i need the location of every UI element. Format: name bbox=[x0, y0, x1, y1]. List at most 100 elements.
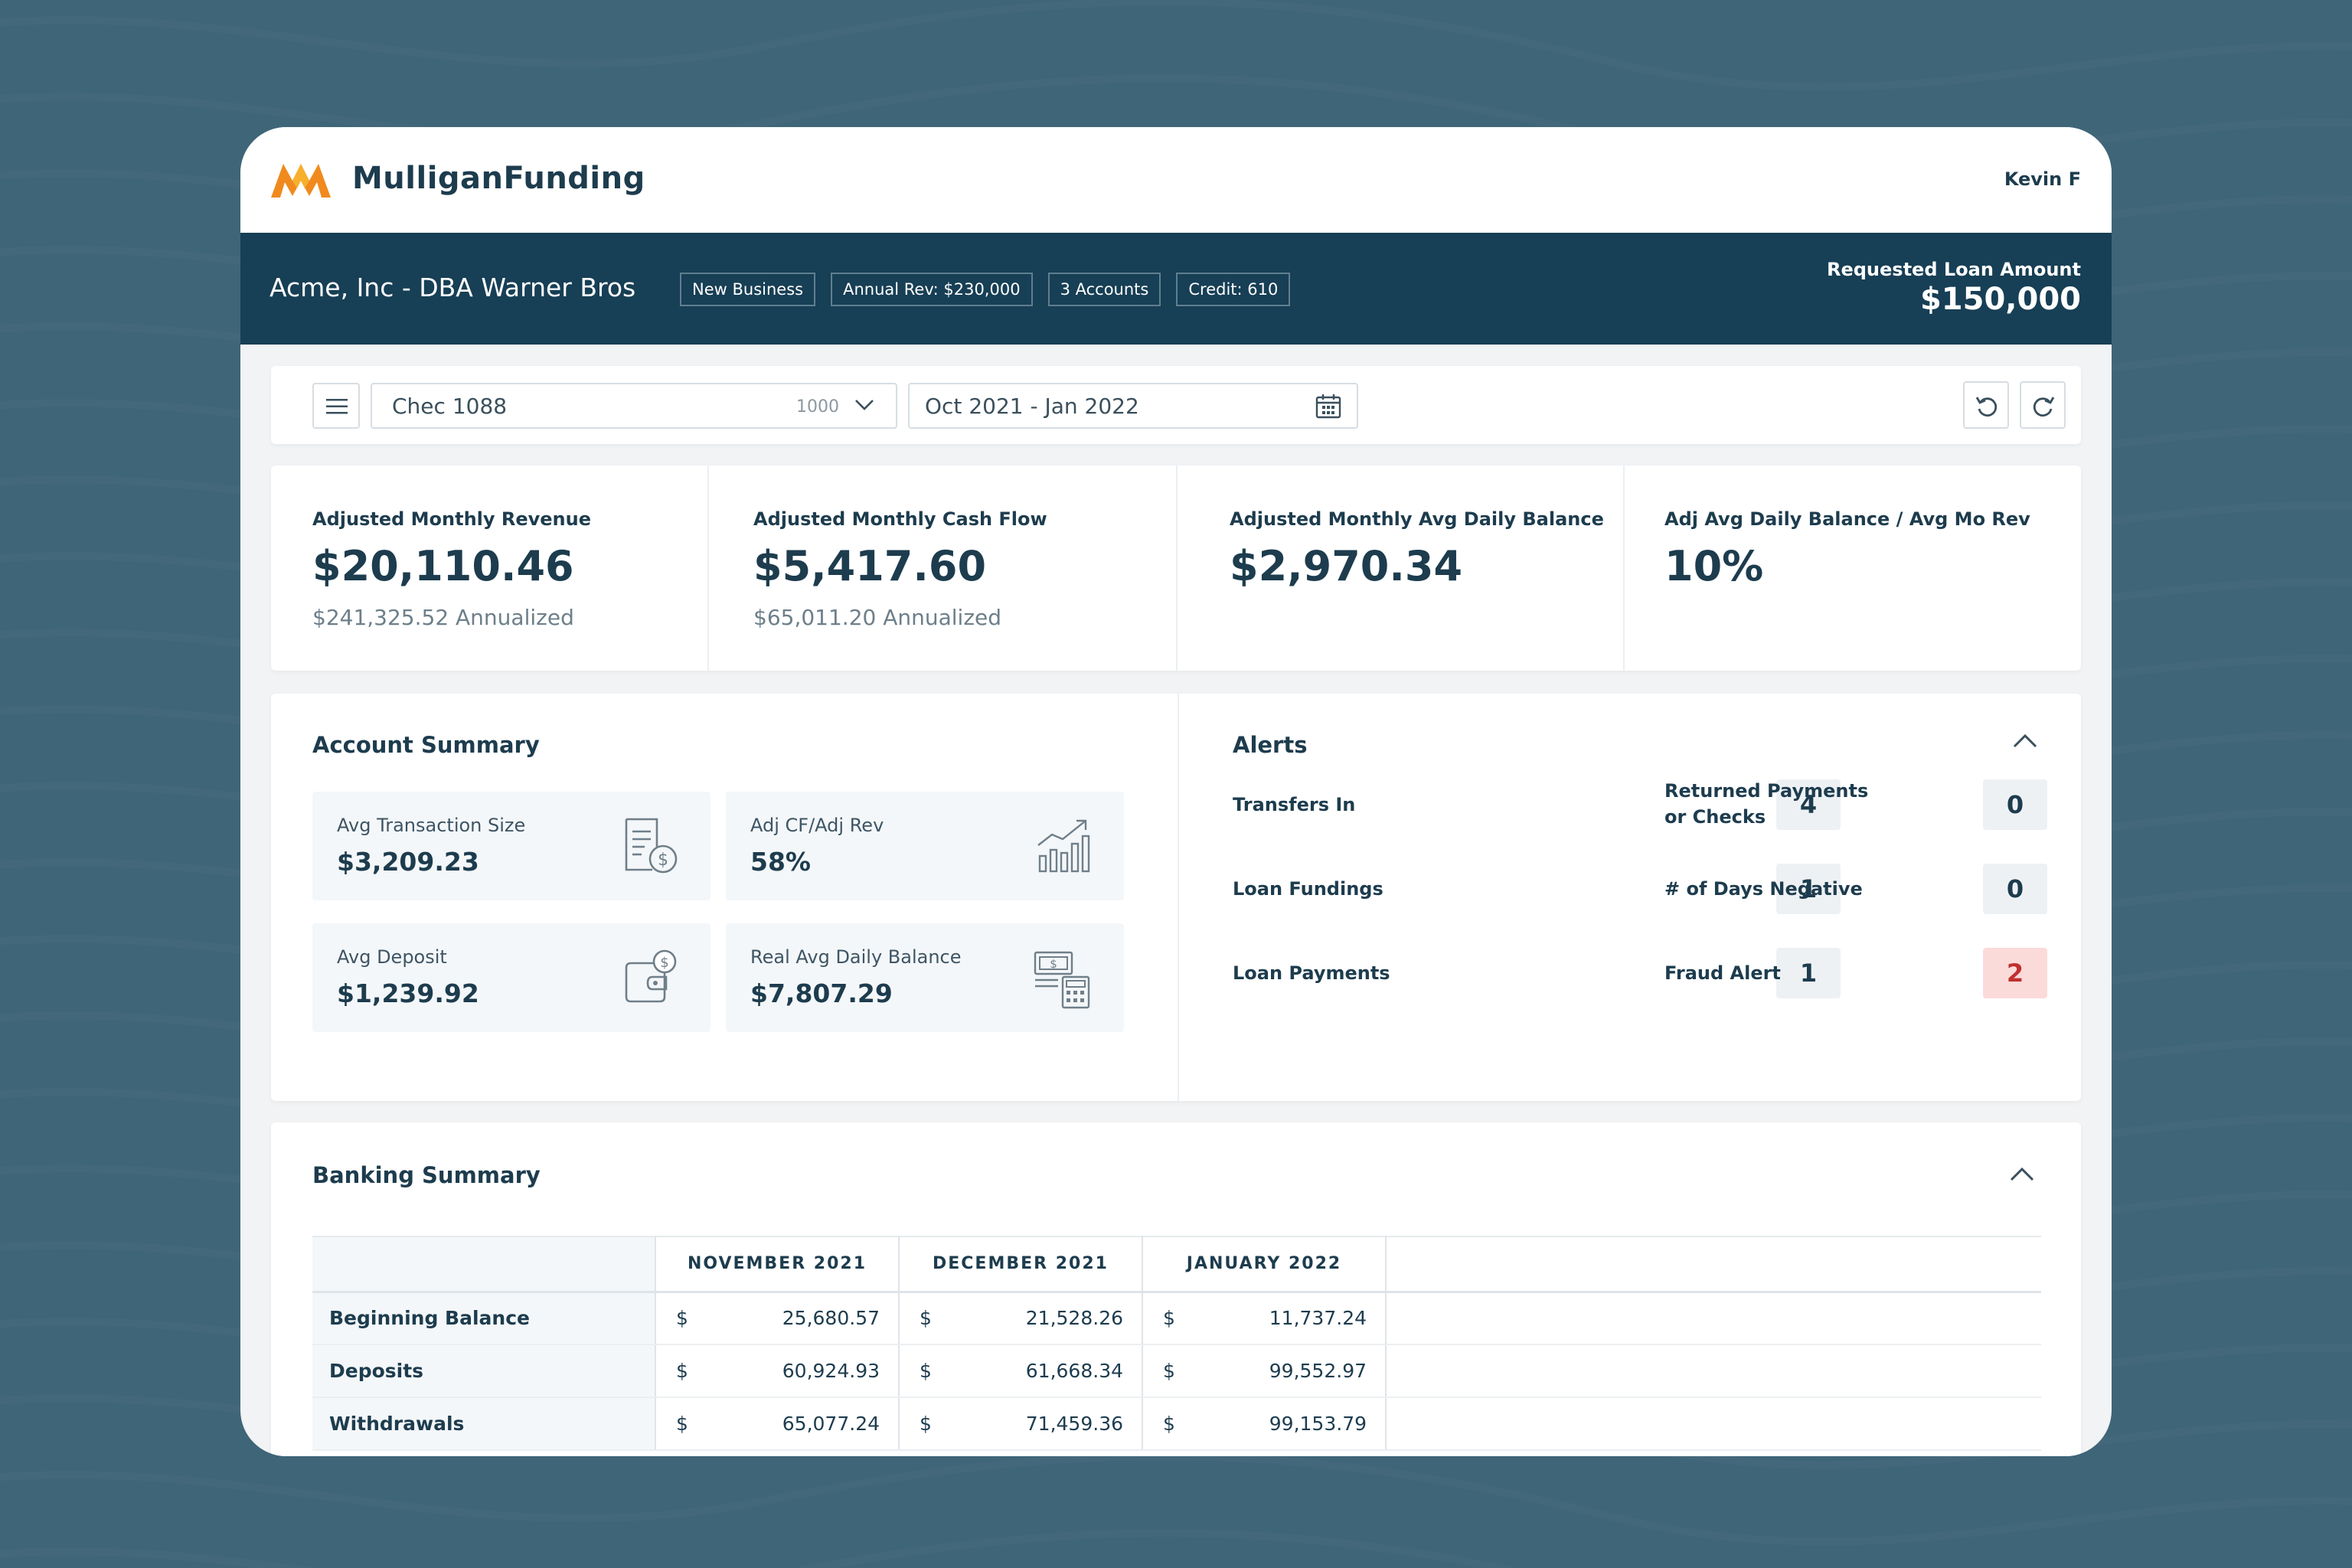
alert-transfers-in-count[interactable]: 4 bbox=[1776, 779, 1841, 830]
alert-returned-payments-count[interactable]: 0 bbox=[1983, 779, 2047, 830]
table-cell: $25,680.57 bbox=[655, 1292, 900, 1345]
amount: 65,077.24 bbox=[782, 1413, 880, 1435]
stat-adj-cf-adj-rev: Adj CF/Adj Rev 58% bbox=[726, 792, 1124, 900]
table-cell: $99,552.97 bbox=[1142, 1344, 1387, 1398]
column-header-spacer bbox=[1386, 1236, 2041, 1293]
summary-divider bbox=[1178, 694, 1179, 1101]
tag-annual-revenue: Annual Rev: $230,000 bbox=[831, 273, 1033, 306]
tag-accounts: 3 Accounts bbox=[1047, 273, 1161, 306]
column-header[interactable]: DECEMBER 2021 bbox=[899, 1236, 1143, 1293]
app-window: MulliganFunding Kevin F Acme, Inc - DBA … bbox=[240, 127, 2112, 1456]
stat-value: $3,209.23 bbox=[337, 847, 479, 877]
currency-symbol: $ bbox=[676, 1360, 688, 1382]
currency-symbol: $ bbox=[1163, 1413, 1175, 1435]
row-label: Beginning Balance bbox=[312, 1292, 656, 1345]
account-select-value: Chec 1088 bbox=[392, 394, 508, 419]
table-cell: $99,153.79 bbox=[1142, 1397, 1387, 1451]
kpi-value: $20,110.46 bbox=[312, 542, 574, 590]
undo-button[interactable] bbox=[1963, 381, 2009, 429]
currency-symbol: $ bbox=[1163, 1307, 1175, 1330]
banking-summary-card: Banking Summary NOVEMBER 2021 DECEMBER 2… bbox=[271, 1122, 2081, 1456]
filter-toolbar: Chec 1088 1000 Oct 2021 - Jan 2022 bbox=[271, 366, 2081, 444]
banking-summary-table: NOVEMBER 2021 DECEMBER 2021 JANUARY 2022… bbox=[312, 1236, 2041, 1451]
redo-icon bbox=[2033, 397, 2055, 416]
table-row: Beginning Balance $25,680.57 $21,528.26 … bbox=[312, 1292, 2041, 1345]
amount: 71,459.36 bbox=[1025, 1413, 1123, 1435]
stat-avg-transaction-size: Avg Transaction Size $3,209.23 $ bbox=[312, 792, 710, 900]
mulligan-logo-icon[interactable] bbox=[270, 159, 332, 199]
amount: 60,924.93 bbox=[782, 1360, 880, 1382]
currency-symbol: $ bbox=[920, 1307, 932, 1330]
cash-calculator-icon: $ bbox=[1034, 951, 1090, 1009]
currency-symbol: $ bbox=[676, 1307, 688, 1330]
alert-loan-payments-count[interactable]: 1 bbox=[1776, 948, 1841, 998]
alert-returned-payments-label: Returned Payments bbox=[1664, 780, 1869, 802]
alert-fraud-count[interactable]: 2 bbox=[1983, 948, 2047, 998]
table-cell-spacer bbox=[1386, 1344, 2041, 1398]
row-label: Deposits bbox=[312, 1344, 656, 1398]
kpi-divider bbox=[1623, 466, 1625, 671]
alert-fraud-label: Fraud Alert bbox=[1664, 962, 1781, 984]
stat-label: Avg Transaction Size bbox=[337, 815, 526, 836]
amount: 11,737.24 bbox=[1269, 1307, 1367, 1330]
user-menu[interactable]: Kevin F bbox=[2004, 168, 2081, 190]
table-cell: $11,737.24 bbox=[1142, 1292, 1387, 1345]
banking-summary-title: Banking Summary bbox=[312, 1162, 541, 1188]
amount: 25,680.57 bbox=[782, 1307, 880, 1330]
tag-business-type: New Business bbox=[680, 273, 816, 306]
alert-transfers-in-label: Transfers In bbox=[1233, 794, 1356, 815]
currency-symbol: $ bbox=[676, 1413, 688, 1435]
business-name: Acme, Inc - DBA Warner Bros bbox=[270, 273, 636, 302]
account-select[interactable]: Chec 1088 1000 bbox=[371, 383, 897, 429]
kpi-sub: $241,325.52 Annualized bbox=[312, 605, 574, 630]
menu-button[interactable] bbox=[312, 383, 360, 429]
business-tags: New Business Annual Rev: $230,000 3 Acco… bbox=[680, 273, 1291, 306]
hamburger-icon bbox=[326, 399, 348, 414]
table-cell-spacer bbox=[1386, 1397, 2041, 1451]
account-summary-title: Account Summary bbox=[312, 732, 540, 758]
table-cell: $65,077.24 bbox=[655, 1397, 900, 1451]
stat-label: Avg Deposit bbox=[337, 946, 447, 968]
table-cell: $21,528.26 bbox=[899, 1292, 1143, 1345]
stat-avg-deposit: Avg Deposit $1,239.92 $ bbox=[312, 923, 710, 1032]
account-select-sub: 1000 bbox=[796, 397, 839, 416]
svg-text:$: $ bbox=[658, 851, 668, 870]
undo-icon bbox=[1975, 397, 1998, 416]
row-label: Withdrawals bbox=[312, 1397, 656, 1451]
chevron-up-icon[interactable] bbox=[2009, 1165, 2035, 1182]
redo-button[interactable] bbox=[2020, 381, 2066, 429]
alert-days-negative-label: # of Days Negative bbox=[1664, 878, 1863, 900]
top-bar: MulliganFunding Kevin F bbox=[240, 127, 2112, 233]
alert-loan-fundings-count[interactable]: 1 bbox=[1776, 864, 1841, 914]
amount: 61,668.34 bbox=[1025, 1360, 1123, 1382]
column-header[interactable]: JANUARY 2022 bbox=[1142, 1236, 1387, 1293]
chevron-up-icon[interactable] bbox=[2012, 732, 2038, 749]
table-header-row: NOVEMBER 2021 DECEMBER 2021 JANUARY 2022 bbox=[312, 1236, 2041, 1293]
summary-card: Account Summary Avg Transaction Size $3,… bbox=[271, 694, 2081, 1101]
loan-amount-value: $150,000 bbox=[1919, 282, 2081, 317]
kpi-divider bbox=[1176, 466, 1178, 671]
stat-value: $1,239.92 bbox=[337, 978, 479, 1008]
amount: 99,153.79 bbox=[1269, 1413, 1367, 1435]
alert-days-negative-count[interactable]: 0 bbox=[1983, 864, 2047, 914]
alert-returned-payments-label-line2: or Checks bbox=[1664, 806, 1766, 828]
kpi-strip: Adjusted Monthly Revenue $20,110.46 $241… bbox=[271, 466, 2081, 671]
loan-amount-label: Requested Loan Amount bbox=[1826, 259, 2081, 280]
kpi-value: $5,417.60 bbox=[753, 542, 987, 590]
alerts-title: Alerts bbox=[1233, 732, 1308, 758]
kpi-divider bbox=[707, 466, 709, 671]
stat-label: Real Avg Daily Balance bbox=[750, 946, 962, 968]
stat-label: Adj CF/Adj Rev bbox=[750, 815, 884, 836]
kpi-value: 10% bbox=[1664, 542, 1764, 590]
brand-name: MulliganFunding bbox=[352, 161, 645, 196]
table-cell: $61,668.34 bbox=[899, 1344, 1143, 1398]
date-range-picker[interactable]: Oct 2021 - Jan 2022 bbox=[908, 383, 1358, 429]
svg-text:$: $ bbox=[660, 955, 668, 971]
tag-credit: Credit: 610 bbox=[1176, 273, 1291, 306]
alert-loan-payments-label: Loan Payments bbox=[1233, 962, 1390, 984]
column-header[interactable]: NOVEMBER 2021 bbox=[655, 1236, 900, 1293]
date-range-value: Oct 2021 - Jan 2022 bbox=[925, 394, 1139, 419]
kpi-label: Adj Avg Daily Balance / Avg Mo Rev bbox=[1664, 508, 2030, 530]
wallet-coin-icon: $ bbox=[625, 949, 677, 1003]
table-cell-spacer bbox=[1386, 1292, 2041, 1345]
